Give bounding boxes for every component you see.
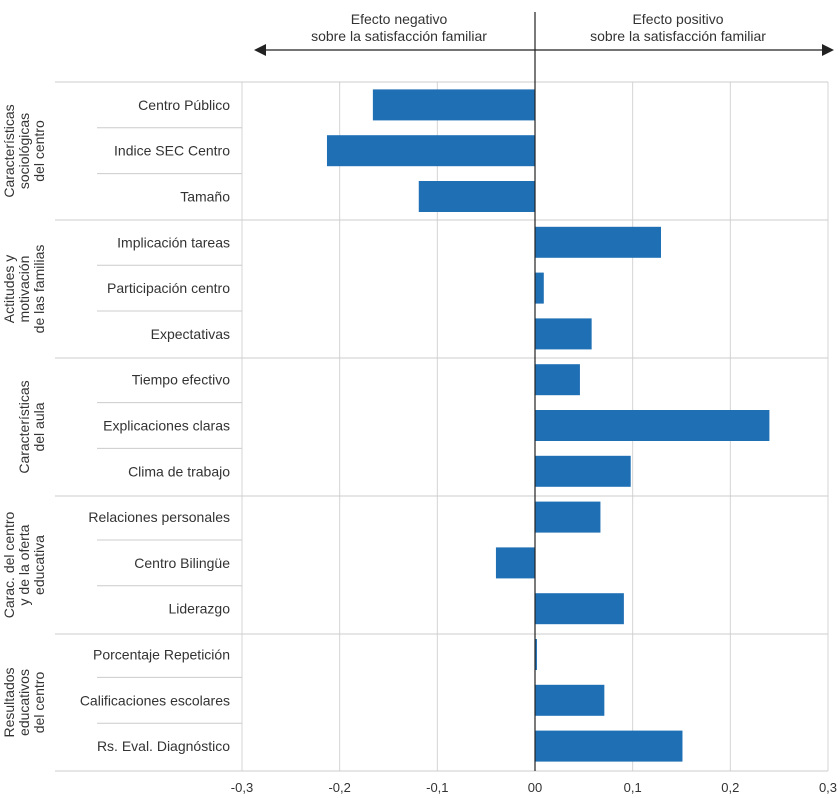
category-label: Tiempo efectivo bbox=[132, 372, 231, 388]
bar bbox=[535, 272, 544, 304]
category-label: Centro Bilingüe bbox=[134, 555, 230, 571]
negative-effect-label: sobre la satisfacción familiar bbox=[311, 28, 487, 44]
category-label: Calificaciones escolares bbox=[80, 692, 230, 708]
positive-effect-label: Efecto positivo bbox=[632, 11, 723, 27]
bars bbox=[326, 89, 770, 762]
group-label-line: Resultados bbox=[1, 667, 17, 737]
group-label: Actitudes ymotivaciónde las familias bbox=[1, 245, 47, 334]
category-label: Relaciones personales bbox=[88, 509, 230, 525]
group-label-line: del centro bbox=[31, 120, 47, 182]
bar bbox=[535, 318, 592, 350]
bar bbox=[535, 226, 661, 258]
group-label-line: Características bbox=[16, 380, 32, 473]
bar bbox=[535, 455, 631, 487]
arrow-left-icon bbox=[254, 44, 266, 56]
category-label: Indice SEC Centro bbox=[114, 143, 230, 159]
arrow-right-icon bbox=[822, 44, 834, 56]
x-tick-label: 0,1 bbox=[624, 780, 642, 795]
bar bbox=[535, 593, 624, 625]
x-tick-label: -0,3 bbox=[231, 780, 253, 795]
group-label-line: Características bbox=[1, 104, 17, 197]
group-label-line: educativos bbox=[16, 669, 32, 736]
group-label: Carac. del centroy de la ofertaeducativa bbox=[1, 511, 47, 618]
group-label-line: y de la oferta bbox=[16, 524, 32, 605]
bar bbox=[535, 639, 537, 670]
negative-effect-label: Efecto negativo bbox=[351, 11, 448, 27]
x-tick-label: 0,2 bbox=[721, 780, 739, 795]
positive-effect-label: sobre la satisfacción familiar bbox=[590, 28, 766, 44]
category-labels: Centro Público Indice SEC Centro Tamaño Imp… bbox=[80, 97, 230, 754]
bar bbox=[326, 135, 535, 167]
group-label-line: motivación bbox=[16, 256, 32, 323]
bar bbox=[535, 684, 605, 716]
group-label: Característicassociológicasdel centro bbox=[1, 104, 47, 197]
category-label: Clima de trabajo bbox=[128, 463, 230, 479]
bar bbox=[495, 547, 535, 579]
bar bbox=[535, 364, 580, 396]
bar bbox=[535, 730, 683, 762]
group-labels: Característicassociológicasdel centroAct… bbox=[1, 104, 47, 737]
group-label-line: Actitudes y bbox=[1, 255, 17, 323]
group-label-line: educativa bbox=[31, 535, 47, 595]
group-label: Característicasdel aula bbox=[16, 380, 47, 473]
category-label: Centro Público bbox=[138, 97, 230, 113]
x-tick-label: -0,1 bbox=[426, 780, 448, 795]
x-tick-label: 00 bbox=[528, 780, 542, 795]
category-label: Rs. Eval. Diagnóstico bbox=[97, 738, 230, 754]
x-tick-label: 0,3 bbox=[819, 780, 837, 795]
x-axis: -0,3 -0,2 -0,1 00 0,1 0,2 0,3 bbox=[231, 12, 837, 795]
x-tick-label: -0,2 bbox=[328, 780, 350, 795]
category-label: Participación centro bbox=[107, 280, 230, 296]
category-label: Tamaño bbox=[180, 189, 230, 205]
bar bbox=[418, 181, 535, 212]
group-label-line: de las familias bbox=[31, 245, 47, 334]
category-label: Expectativas bbox=[151, 326, 230, 342]
category-label: Explicaciones claras bbox=[103, 418, 230, 434]
bar bbox=[372, 89, 535, 121]
category-label: Implicación tareas bbox=[117, 234, 230, 250]
category-label: Liderazgo bbox=[169, 601, 231, 617]
group-label-line: del aula bbox=[31, 402, 47, 451]
bar bbox=[535, 410, 770, 441]
group-label-line: sociológicas bbox=[16, 113, 32, 189]
group-label-line: Carac. del centro bbox=[1, 511, 17, 618]
category-label: Porcentaje Repetición bbox=[93, 647, 230, 663]
group-label-line: del centro bbox=[31, 672, 47, 734]
bar bbox=[535, 501, 601, 533]
group-label: Resultadoseducativosdel centro bbox=[1, 667, 47, 737]
